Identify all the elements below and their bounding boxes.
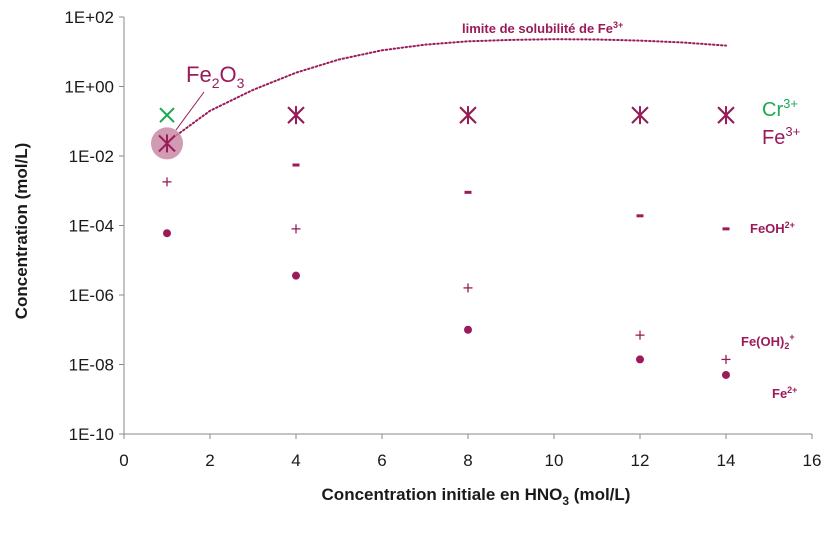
y-tick-label: 1E-06	[69, 286, 114, 305]
point-feoh2	[636, 214, 644, 218]
point-feoh2	[722, 227, 730, 231]
point-fe3	[287, 106, 305, 125]
point-fe2	[163, 229, 171, 238]
point-fe3	[158, 134, 176, 153]
point-fe3	[631, 106, 649, 125]
y-axis-title: Concentration (mol/L)	[12, 143, 31, 320]
point-fe2	[636, 355, 644, 364]
x-tick-label: 0	[119, 451, 128, 470]
y-tick-label: 1E+02	[64, 8, 114, 27]
y-tick-label: 1E-10	[69, 425, 114, 444]
point-fe2	[722, 370, 730, 379]
x-tick-label: 16	[803, 451, 822, 470]
y-tick-label: 1E+00	[64, 78, 114, 97]
point-feoh2	[464, 190, 472, 194]
point-fe3	[717, 106, 735, 125]
x-tick-label: 14	[717, 451, 736, 470]
label-feoh: FeOH2+	[750, 220, 795, 236]
point-fe2	[292, 271, 300, 280]
fe2o3-leader-line	[175, 91, 205, 131]
x-tick-label: 12	[631, 451, 650, 470]
y-tick-label: 1E-04	[69, 217, 114, 236]
point-cr3	[159, 107, 175, 123]
point-fe3	[459, 106, 477, 125]
point-fe-oh-2	[162, 177, 172, 187]
label-cr3: Cr3+	[762, 96, 798, 121]
label-fe2: Fe2+	[772, 385, 797, 401]
point-fe-oh-2	[721, 354, 731, 364]
point-fe2	[464, 325, 472, 334]
x-tick-label: 8	[463, 451, 472, 470]
x-axis-title: Concentration initiale en HNO3 (mol/L)	[322, 485, 631, 508]
label-fe3: Fe3+	[762, 124, 800, 149]
point-fe-oh-2	[463, 283, 473, 293]
point-cr3-stroke	[159, 107, 175, 123]
y-tick-label: 1E-02	[69, 147, 114, 166]
solubility-label: limite de solubilité de Fe3+	[462, 20, 623, 36]
axes: 0 2 4 6 8 10 12 14 16 1E-10 1E-08 1E-06 1E-04 1E-02 1E…	[64, 8, 821, 470]
point-feoh2	[292, 163, 300, 167]
label-feoh2: Fe(OH)2+	[741, 332, 795, 351]
point-fe-oh-2	[291, 224, 301, 234]
x-tick-label: 6	[377, 451, 386, 470]
x-tick-label: 2	[205, 451, 214, 470]
y-tick-label: 1E-08	[69, 356, 114, 375]
label-fe2o3: Fe2O3	[186, 62, 245, 91]
solubility-curve-line	[166, 38, 727, 144]
x-tick-label: 4	[291, 451, 300, 470]
data-marks	[151, 106, 735, 379]
point-fe-oh-2	[635, 330, 645, 340]
x-tick-label: 10	[545, 451, 564, 470]
solubility-curve	[166, 38, 727, 144]
